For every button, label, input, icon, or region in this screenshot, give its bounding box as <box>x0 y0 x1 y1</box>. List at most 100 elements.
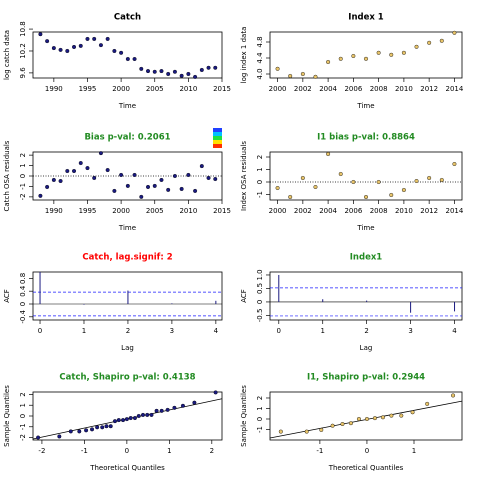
point <box>206 175 211 180</box>
x-axis-label: Time <box>118 102 136 110</box>
y-tick-label: 2 <box>256 396 264 400</box>
point <box>356 416 361 421</box>
point <box>199 164 204 169</box>
point <box>152 69 157 74</box>
point <box>95 425 100 430</box>
point <box>104 424 109 429</box>
key-swatch <box>213 128 222 132</box>
point <box>326 60 331 65</box>
point <box>213 390 218 395</box>
point <box>275 185 280 190</box>
y-tick-label: -0.4 <box>19 309 27 323</box>
point <box>132 416 137 421</box>
x-tick-label: 2008 <box>370 207 388 215</box>
point <box>288 73 293 78</box>
x-tick-label: 2 <box>364 327 368 335</box>
point <box>139 66 144 71</box>
point <box>364 416 369 421</box>
x-tick-label: 2000 <box>112 85 130 93</box>
point <box>92 36 97 41</box>
x-tick-label: 1995 <box>79 207 97 215</box>
point <box>389 192 394 197</box>
point <box>376 179 381 184</box>
y-tick-label: 4.0 <box>256 68 264 79</box>
point <box>119 50 124 55</box>
x-tick-label: 2015 <box>213 85 231 93</box>
x-tick-label: 2005 <box>146 85 164 93</box>
x-axis-label: Theoretical Quantiles <box>89 464 165 472</box>
y-tick-label: 4.4 <box>256 52 264 64</box>
point <box>451 393 456 398</box>
point <box>112 419 117 424</box>
point <box>159 69 164 74</box>
point <box>92 175 97 180</box>
x-tick-label: 1995 <box>79 85 97 93</box>
y-tick-label: 0 <box>256 300 264 304</box>
point <box>427 175 432 180</box>
x-tick-label: 2002 <box>294 85 312 93</box>
x-tick-label: 2010 <box>179 85 197 93</box>
point <box>180 403 185 408</box>
point <box>78 43 83 48</box>
y-tick-label: 1 <box>256 406 264 410</box>
y-axis-label: Sample Quantiles <box>240 385 248 447</box>
y-tick-label: 10.2 <box>19 43 27 59</box>
y-tick-label: -2 <box>19 434 27 441</box>
point <box>340 422 345 427</box>
x-tick-label: 0 <box>38 327 42 335</box>
point <box>179 186 184 191</box>
point <box>313 74 318 79</box>
y-tick-label: 0 <box>256 417 264 421</box>
point <box>119 172 124 177</box>
x-tick-label: 2002 <box>294 207 312 215</box>
y-tick-label: 1 <box>256 167 264 171</box>
point <box>128 416 133 421</box>
x-tick-label: 2012 <box>420 85 438 93</box>
panel-title: I1, Shapiro p-val: 0.2944 <box>307 373 425 383</box>
point <box>172 173 177 178</box>
point <box>338 56 343 61</box>
y-tick-label: 2 <box>19 153 27 157</box>
point <box>401 187 406 192</box>
point <box>275 66 280 71</box>
point <box>58 47 63 52</box>
point <box>146 69 151 74</box>
key-swatch <box>213 136 222 140</box>
panel-title: Catch, Shapiro p-val: 0.4138 <box>59 373 195 383</box>
x-tick-label: -1 <box>316 447 323 455</box>
point <box>85 166 90 171</box>
plot-frame <box>269 271 463 321</box>
point <box>213 65 218 70</box>
point <box>78 161 83 166</box>
x-tick-label: 2014 <box>446 207 464 215</box>
x-axis-label: Lag <box>360 344 373 352</box>
point <box>172 405 177 410</box>
point <box>136 414 141 419</box>
y-tick-label: 0.4 <box>19 285 27 297</box>
x-tick-label: 0 <box>365 447 369 455</box>
y-axis-label: log index 1 data <box>240 27 248 84</box>
plot-frame <box>32 271 223 321</box>
point <box>351 179 356 184</box>
point <box>364 56 369 61</box>
point <box>84 428 89 433</box>
x-tick-label: 2005 <box>146 207 164 215</box>
point <box>159 408 164 413</box>
plot-frame <box>269 151 463 201</box>
x-axis-label: Theoretical Quantiles <box>328 464 404 472</box>
x-tick-label: 2 <box>210 447 214 455</box>
point <box>193 74 198 79</box>
x-tick-label: 2014 <box>446 85 464 93</box>
point <box>288 194 293 199</box>
x-tick-label: 0 <box>277 327 281 335</box>
y-axis-label: ACF <box>3 289 11 303</box>
y-axis-label: Catch OSA residuals <box>3 140 11 211</box>
y-axis-label: Index OSA residuals <box>240 141 248 211</box>
point <box>65 168 70 173</box>
point <box>85 36 90 41</box>
panel-title: Catch, lag.signif: 2 <box>82 253 172 263</box>
y-axis-label: log catch data <box>3 30 11 80</box>
point <box>380 415 385 420</box>
